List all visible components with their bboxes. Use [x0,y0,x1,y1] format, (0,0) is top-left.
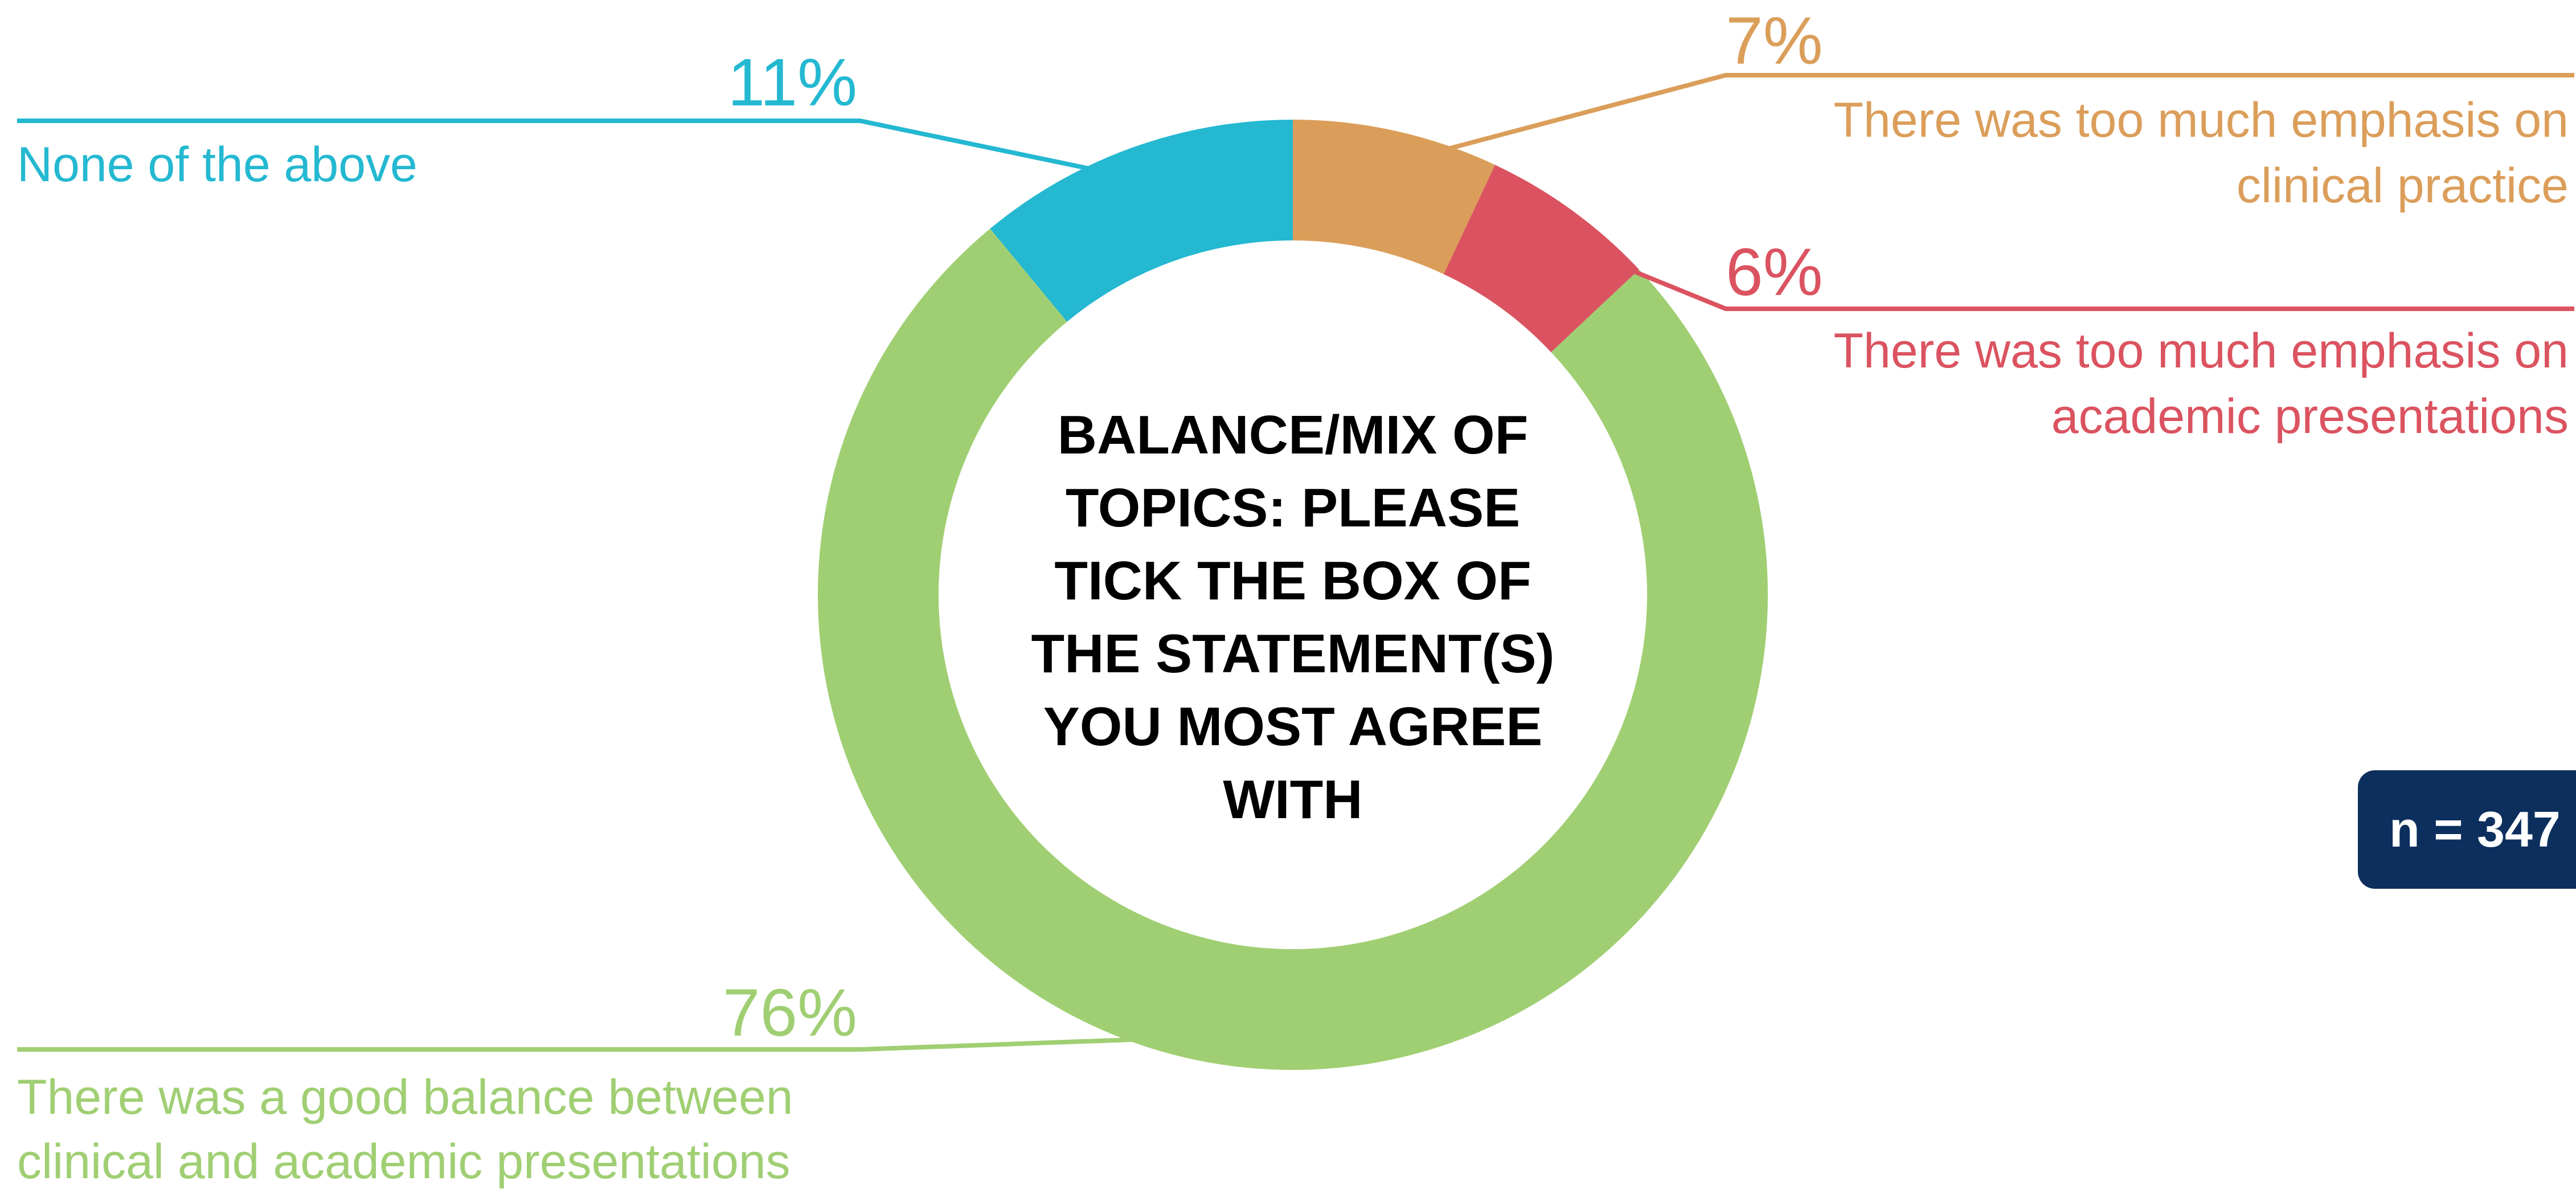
category-label: There was a good balance between [17,1070,793,1125]
data-label: 7% [1726,3,1823,79]
category-label: There was too much emphasis on [1833,324,2569,378]
data-label: 11% [728,45,857,120]
leader-line [1552,238,2574,309]
leader-line [17,1035,1265,1049]
center-title-line: BALANCE/MIX OF [963,399,1623,472]
category-label: clinical and academic presentations [17,1134,791,1189]
category-label: None of the above [17,137,417,192]
center-title-line: TOPICS: PLEASE [963,472,1623,545]
category-label: There was too much emphasis on [1833,93,2569,148]
center-title-line: WITH [963,763,1623,836]
chart-center-title: BALANCE/MIX OF TOPICS: PLEASE TICK THE B… [963,399,1623,836]
center-title-line: THE STATEMENT(S) [963,618,1623,691]
data-label: 76% [723,975,857,1051]
category-label: academic presentations [2051,389,2569,444]
data-label: 6% [1726,235,1823,310]
sample-size-text: n = 347 [2389,801,2561,857]
category-label: clinical practice [2237,158,2569,213]
center-title-line: YOU MOST AGREE [963,691,1623,763]
center-title-line: TICK THE BOX OF [963,545,1623,618]
sample-size-badge: n = 347 [2358,770,2576,889]
